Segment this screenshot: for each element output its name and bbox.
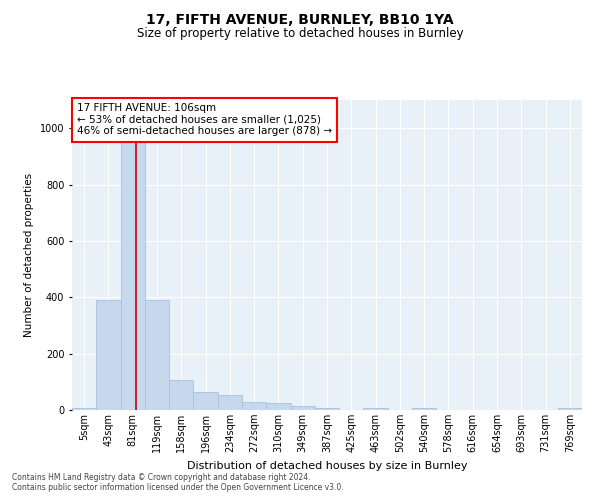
Bar: [558, 408, 582, 410]
Bar: [290, 406, 315, 410]
Bar: [412, 408, 436, 410]
Bar: [218, 394, 242, 410]
Bar: [266, 403, 290, 410]
Bar: [72, 408, 96, 410]
Bar: [169, 380, 193, 410]
Text: Contains HM Land Registry data © Crown copyright and database right 2024.: Contains HM Land Registry data © Crown c…: [12, 474, 311, 482]
Bar: [145, 300, 169, 410]
Text: 17 FIFTH AVENUE: 106sqm
← 53% of detached houses are smaller (1,025)
46% of semi: 17 FIFTH AVENUE: 106sqm ← 53% of detache…: [77, 103, 332, 136]
Bar: [193, 392, 218, 410]
Bar: [364, 408, 388, 410]
Bar: [242, 402, 266, 410]
Text: Contains public sector information licensed under the Open Government Licence v3: Contains public sector information licen…: [12, 484, 344, 492]
Text: 17, FIFTH AVENUE, BURNLEY, BB10 1YA: 17, FIFTH AVENUE, BURNLEY, BB10 1YA: [146, 12, 454, 26]
Bar: [121, 141, 145, 410]
Text: Size of property relative to detached houses in Burnley: Size of property relative to detached ho…: [137, 28, 463, 40]
Y-axis label: Number of detached properties: Number of detached properties: [25, 173, 34, 337]
Bar: [96, 300, 121, 410]
X-axis label: Distribution of detached houses by size in Burnley: Distribution of detached houses by size …: [187, 460, 467, 470]
Bar: [315, 408, 339, 410]
